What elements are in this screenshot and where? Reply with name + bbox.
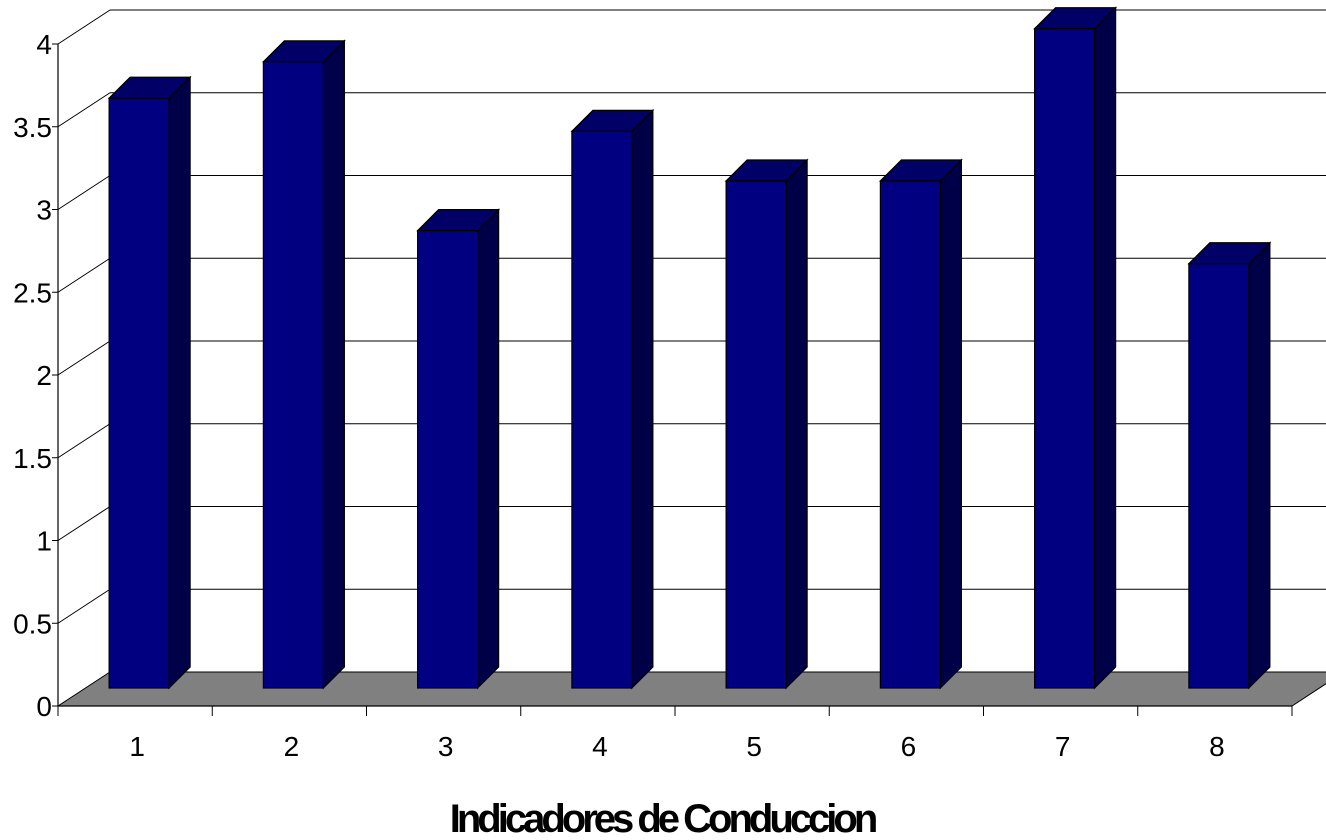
- x-tick-label: 1: [129, 731, 145, 762]
- gridline-diagonal: [57, 423, 111, 459]
- bar-side: [1094, 6, 1117, 690]
- bar: [724, 158, 809, 690]
- x-axis-tick-labels: 1 2 3 4 5 6 7 8: [129, 731, 1224, 762]
- bar-front: [417, 230, 479, 689]
- y-tick-label: 4: [36, 29, 52, 60]
- bar-front: [725, 180, 787, 689]
- y-tick-label: 1: [36, 526, 52, 557]
- bar-front: [262, 61, 324, 689]
- bar-side: [322, 39, 345, 690]
- bar: [1033, 6, 1118, 690]
- bar-front: [1034, 28, 1096, 689]
- x-tick-label: 6: [901, 731, 917, 762]
- bar-front: [879, 180, 941, 689]
- bar: [416, 208, 501, 690]
- bar: [878, 158, 963, 690]
- y-tick-label: 2: [36, 360, 52, 391]
- bar-side: [168, 75, 191, 690]
- bar-front: [108, 97, 170, 689]
- y-tick-label: 1.5: [13, 443, 52, 474]
- chart-floor: [56, 671, 1326, 707]
- bar: [570, 108, 655, 690]
- y-tick-label: 3.5: [13, 112, 52, 143]
- x-tick-label: 2: [284, 731, 300, 762]
- bar-side: [939, 158, 962, 690]
- gridline-diagonal: [57, 175, 111, 210]
- gridline-diagonal: [57, 506, 111, 541]
- chart-axes: [52, 43, 1293, 716]
- bar-side: [477, 208, 500, 690]
- bar-side: [1248, 241, 1271, 690]
- x-tick-label: 4: [592, 731, 608, 762]
- x-tick-label: 3: [438, 731, 454, 762]
- bar: [261, 39, 346, 690]
- bar-front: [571, 130, 633, 689]
- bar-series: [107, 6, 1272, 690]
- y-tick-label: 2.5: [13, 277, 52, 308]
- x-tick-label: 8: [1209, 731, 1225, 762]
- gridline-diagonal: [57, 340, 111, 376]
- gridline-diagonal: [57, 257, 111, 293]
- x-tick-label: 5: [746, 731, 762, 762]
- y-tick-label: 0: [36, 691, 52, 722]
- floor-plane: [56, 671, 1326, 707]
- bar: [107, 75, 192, 690]
- chart-walls: [57, 9, 1326, 624]
- gridline-diagonal: [57, 588, 111, 624]
- gridline-diagonal: [57, 92, 111, 128]
- x-axis-title: Indicadores de Conduccion: [450, 797, 876, 840]
- bar-side: [631, 108, 654, 690]
- bar-side: [785, 158, 808, 690]
- bar: [1187, 241, 1272, 690]
- y-axis-tick-labels: 0 0.5 1 1.5 2 2.5 3 3.5 4: [13, 29, 52, 722]
- y-tick-label: 0.5: [13, 608, 52, 639]
- bar-front: [1188, 263, 1250, 689]
- gridline-diagonal: [57, 9, 111, 45]
- y-tick-label: 3: [36, 195, 52, 226]
- x-tick-label: 7: [1055, 731, 1071, 762]
